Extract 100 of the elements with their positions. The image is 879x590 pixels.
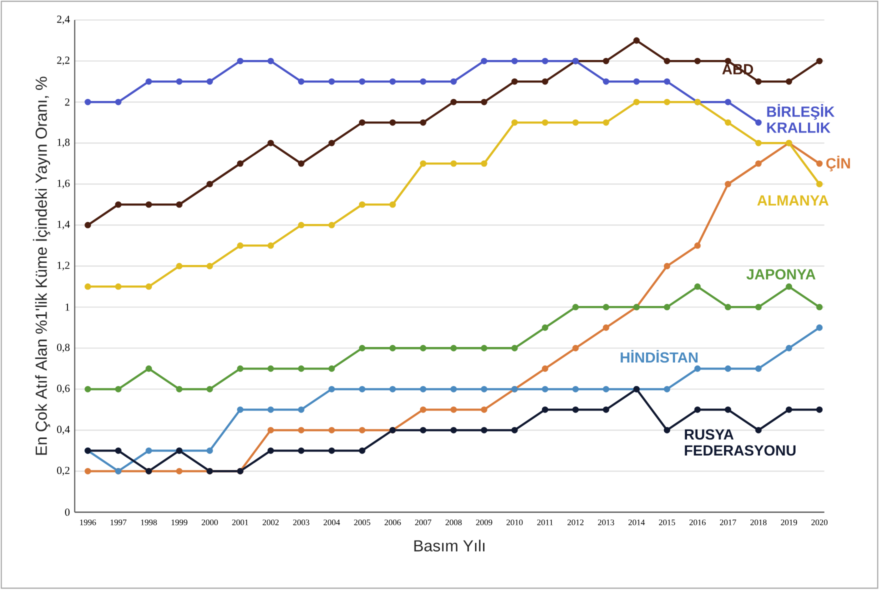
point xyxy=(511,345,518,352)
point xyxy=(358,202,366,208)
point xyxy=(237,160,244,167)
point xyxy=(328,448,335,454)
point xyxy=(176,263,182,270)
point xyxy=(724,99,732,106)
point xyxy=(542,58,548,64)
point xyxy=(755,120,762,126)
point xyxy=(602,386,610,393)
point xyxy=(298,366,304,372)
point xyxy=(389,78,396,85)
point xyxy=(176,386,182,393)
point xyxy=(146,366,152,372)
point xyxy=(755,160,762,167)
point xyxy=(480,386,488,393)
point xyxy=(602,120,610,126)
x-tick-label: 2009 xyxy=(476,520,492,526)
point xyxy=(450,345,457,352)
point xyxy=(633,38,640,44)
series-label: HİNDİSTAN xyxy=(620,350,698,363)
point xyxy=(542,120,548,126)
point xyxy=(328,366,335,372)
point xyxy=(298,222,304,228)
series-label: BİRLEŞİK KRALLIK xyxy=(767,104,835,133)
point xyxy=(420,120,426,126)
point xyxy=(450,386,457,393)
point xyxy=(602,304,610,311)
x-tick-label: 1999 xyxy=(172,520,188,526)
x-tick-label: 2018 xyxy=(750,520,767,526)
point xyxy=(816,181,823,188)
point xyxy=(724,304,732,311)
point xyxy=(389,386,396,393)
point xyxy=(724,366,732,372)
x-tick-label: 1998 xyxy=(141,520,157,526)
point xyxy=(786,345,792,352)
point xyxy=(84,222,92,228)
point xyxy=(146,284,152,290)
point xyxy=(450,406,457,414)
point xyxy=(206,386,213,393)
point xyxy=(115,284,122,290)
point xyxy=(298,78,304,85)
point xyxy=(511,58,518,64)
point xyxy=(146,202,152,208)
x-tick-label: 2013 xyxy=(598,520,614,526)
point xyxy=(542,78,548,85)
x-tick-label: 2020 xyxy=(811,520,828,526)
point xyxy=(268,140,274,146)
point xyxy=(816,324,823,332)
point xyxy=(694,58,701,64)
point xyxy=(328,427,335,434)
point xyxy=(298,448,304,454)
point xyxy=(480,406,488,414)
point xyxy=(328,140,335,146)
point xyxy=(420,386,426,393)
x-tick-label: 2010 xyxy=(506,520,523,526)
point xyxy=(602,78,610,85)
point xyxy=(115,202,122,208)
point xyxy=(572,304,579,311)
point xyxy=(176,202,182,208)
series-label: RUSYA FEDERASYONU xyxy=(684,429,796,456)
point xyxy=(816,160,823,167)
point xyxy=(664,78,670,85)
point xyxy=(816,304,823,311)
y-tick-label: 0,6 xyxy=(57,384,70,394)
point xyxy=(542,366,548,372)
point xyxy=(298,160,304,167)
point xyxy=(450,99,457,106)
point xyxy=(664,263,670,270)
series-label: ALMANYA xyxy=(757,196,829,206)
point xyxy=(511,427,518,434)
point xyxy=(633,78,640,85)
point xyxy=(724,120,732,126)
point xyxy=(84,468,92,475)
point xyxy=(755,366,762,372)
y-tick-label: 0 xyxy=(65,508,70,516)
point xyxy=(84,284,92,290)
point xyxy=(511,120,518,126)
point xyxy=(389,345,396,352)
point xyxy=(633,99,640,106)
y-tick-label: 2,4 xyxy=(57,16,70,25)
y-tick-label: 1,8 xyxy=(58,138,70,148)
point xyxy=(480,160,488,167)
point xyxy=(358,345,366,352)
point xyxy=(115,99,122,106)
x-tick-label: 2003 xyxy=(293,520,310,526)
point xyxy=(206,448,213,454)
x-tick-label: 2016 xyxy=(689,520,706,526)
y-tick-label: 2,2 xyxy=(57,56,70,66)
x-tick-label: 2014 xyxy=(628,520,645,526)
point xyxy=(511,78,518,85)
y-tick-label: 0,4 xyxy=(57,426,70,435)
x-tick-label: 2004 xyxy=(324,520,340,526)
x-tick-label: 2019 xyxy=(780,520,798,526)
point xyxy=(664,99,670,106)
point xyxy=(450,78,457,85)
point xyxy=(786,284,792,290)
y-tick-label: 1,6 xyxy=(58,180,70,189)
point xyxy=(755,140,762,146)
point xyxy=(176,78,182,85)
y-axis-title: En Çok Atıf Alan %1'lik Küme İçindeki Yayın Oranı, % xyxy=(32,76,50,455)
